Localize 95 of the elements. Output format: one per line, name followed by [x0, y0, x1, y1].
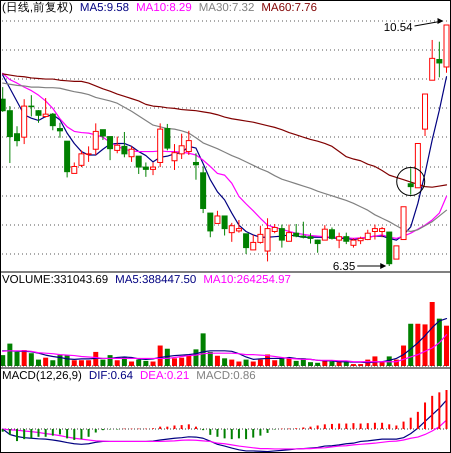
- bar: [395, 425, 398, 429]
- bar: [408, 324, 414, 366]
- bar: [224, 429, 226, 438]
- chart-title: VOLUME:331043.69: [2, 274, 108, 286]
- bar: [438, 392, 440, 429]
- bar: [88, 429, 90, 437]
- bar: [216, 429, 218, 437]
- bar: [73, 429, 76, 440]
- bar: [329, 362, 334, 366]
- bar: [209, 429, 212, 435]
- bar: [236, 362, 242, 366]
- bar: [23, 429, 26, 440]
- bar: [58, 429, 61, 434]
- bar: [272, 360, 278, 366]
- bar: [352, 423, 354, 429]
- bar: [436, 318, 442, 366]
- bar: [86, 360, 92, 366]
- bar: [444, 326, 449, 366]
- text: MA10:264254.97: [203, 274, 291, 286]
- bar: [7, 344, 12, 366]
- text: MA5:9.58: [80, 2, 130, 14]
- bar: [316, 425, 319, 429]
- annotation: 6.35: [332, 261, 356, 273]
- bar: [150, 362, 156, 366]
- bar: [324, 424, 326, 429]
- bar: [259, 429, 262, 436]
- bar: [245, 429, 248, 440]
- bar: [345, 424, 348, 429]
- bar: [366, 423, 369, 429]
- bar: [129, 362, 134, 366]
- bar: [94, 429, 97, 433]
- bar: [78, 360, 84, 366]
- bar: [258, 360, 263, 366]
- bar: [52, 429, 54, 436]
- bar: [50, 360, 56, 366]
- bar: [410, 418, 412, 429]
- bar: [173, 425, 176, 429]
- bar: [214, 356, 220, 366]
- bar: [72, 360, 77, 366]
- bar: [330, 424, 333, 429]
- annotation: 10.54: [384, 22, 414, 34]
- bar: [446, 390, 448, 429]
- bar: [388, 424, 390, 429]
- bar: [100, 360, 106, 366]
- bar: [2, 429, 4, 432]
- text: DEA:0.21: [140, 370, 190, 382]
- bar: [179, 358, 184, 366]
- text: MA60:7.76: [261, 2, 317, 14]
- bar: [266, 429, 269, 433]
- text: DIF:0.64: [88, 370, 134, 382]
- bar: [37, 429, 40, 437]
- bar: [230, 429, 233, 440]
- bar: [114, 360, 120, 366]
- bar: [415, 324, 420, 366]
- bar: [360, 424, 362, 429]
- bar: [188, 424, 190, 429]
- bar: [308, 362, 313, 366]
- bar: [14, 352, 20, 366]
- bar: [143, 360, 148, 366]
- bar: [222, 358, 228, 366]
- bar: [315, 362, 320, 366]
- chart-title: MACD(12,26,9): [2, 370, 82, 382]
- bar: [44, 429, 47, 437]
- bar: [66, 429, 68, 438]
- bar: [229, 360, 234, 366]
- bar: [422, 324, 428, 366]
- bar: [250, 362, 256, 366]
- bar: [30, 429, 32, 438]
- bar: [374, 422, 376, 429]
- bar: [36, 360, 41, 366]
- text: MACD:0.86: [196, 370, 256, 382]
- bar: [28, 353, 34, 366]
- bar: [294, 360, 299, 366]
- text: MA10:8.29: [136, 2, 192, 14]
- bar: [338, 424, 340, 429]
- text: MA30:7.32: [198, 2, 254, 14]
- bar: [80, 429, 82, 440]
- bar: [244, 360, 249, 366]
- bar: [172, 358, 177, 366]
- bar: [136, 360, 142, 366]
- bar: [381, 422, 384, 429]
- bar: [200, 333, 206, 366]
- chart-title: (日线,前复权): [2, 1, 74, 14]
- bar: [8, 429, 11, 435]
- text: MA5:388447.50: [115, 274, 196, 286]
- bar: [180, 425, 183, 429]
- bar: [431, 396, 434, 429]
- bar: [430, 302, 435, 366]
- bar: [402, 422, 405, 429]
- bar: [16, 429, 18, 442]
- bar: [238, 429, 240, 438]
- bar: [416, 412, 419, 429]
- bar: [43, 358, 48, 366]
- bar: [424, 402, 426, 429]
- bar: [252, 429, 254, 438]
